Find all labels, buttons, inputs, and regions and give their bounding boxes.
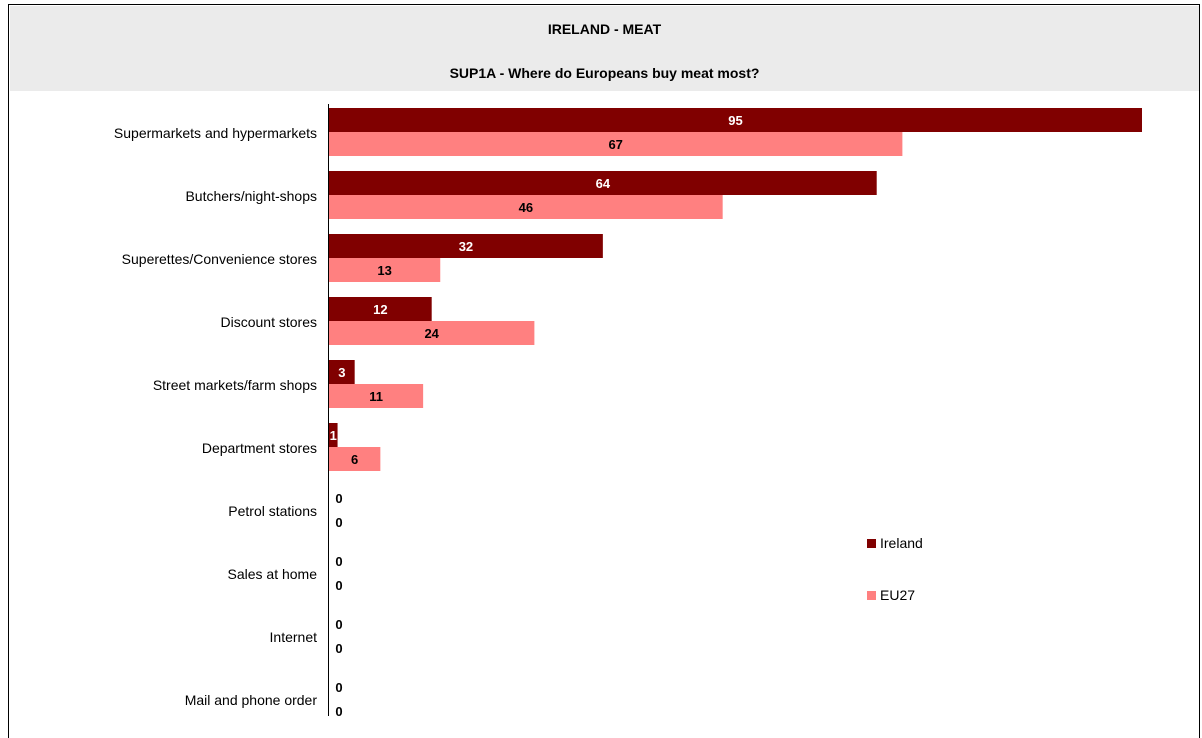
category-label: Petrol stations [228, 503, 317, 519]
chart-subtitle: SUP1A - Where do Europeans buy meat most… [449, 65, 760, 81]
bar-eu27 [329, 258, 441, 282]
bar-eu27 [329, 384, 424, 408]
data-label: 0 [335, 704, 342, 719]
bar-ireland [329, 297, 432, 321]
bar-ireland [329, 171, 877, 195]
category-label: Department stores [202, 440, 317, 456]
data-label: 0 [335, 578, 342, 593]
data-label: 0 [335, 491, 342, 506]
chart-title: IRELAND - MEAT [547, 21, 662, 37]
bar-eu27 [329, 132, 903, 156]
data-label: 12 [373, 302, 387, 317]
data-label: 0 [335, 554, 342, 569]
data-label: 11 [369, 389, 383, 404]
category-label: Superettes/Convenience stores [122, 251, 317, 267]
category-label: Sales at home [228, 566, 318, 582]
bar-ireland [329, 423, 338, 447]
bar-eu27 [329, 447, 381, 471]
data-label: 95 [728, 113, 742, 128]
data-label: 24 [424, 326, 439, 341]
data-label: 67 [608, 137, 622, 152]
data-label: 32 [459, 239, 473, 254]
bar-ireland [329, 108, 1142, 132]
data-label: 0 [335, 617, 342, 632]
data-label: 46 [519, 200, 533, 215]
data-label: 0 [335, 515, 342, 530]
chart-header: IRELAND - MEAT SUP1A - Where do European… [10, 6, 1199, 91]
bar-eu27 [329, 195, 723, 219]
category-label: Internet [270, 629, 318, 645]
category-label: Mail and phone order [185, 692, 318, 708]
legend-swatch-eu27 [867, 591, 876, 600]
category-label: Discount stores [221, 314, 317, 330]
legend-swatch-ireland [867, 539, 876, 548]
legend-label-eu27: EU27 [880, 587, 915, 603]
data-label: 0 [335, 641, 342, 656]
data-label: 3 [338, 365, 345, 380]
bar-ireland [329, 360, 355, 384]
data-label: 13 [377, 263, 391, 278]
bar-eu27 [329, 321, 535, 345]
legend-label-ireland: Ireland [880, 535, 923, 551]
data-label: 0 [335, 680, 342, 695]
category-label: Street markets/farm shops [153, 377, 317, 393]
data-label: 64 [596, 176, 611, 191]
data-label: 1 [330, 428, 337, 443]
data-label: 6 [351, 452, 358, 467]
category-label: Supermarkets and hypermarkets [114, 125, 317, 141]
bar-ireland [329, 234, 603, 258]
category-label: Butchers/night-shops [185, 188, 317, 204]
